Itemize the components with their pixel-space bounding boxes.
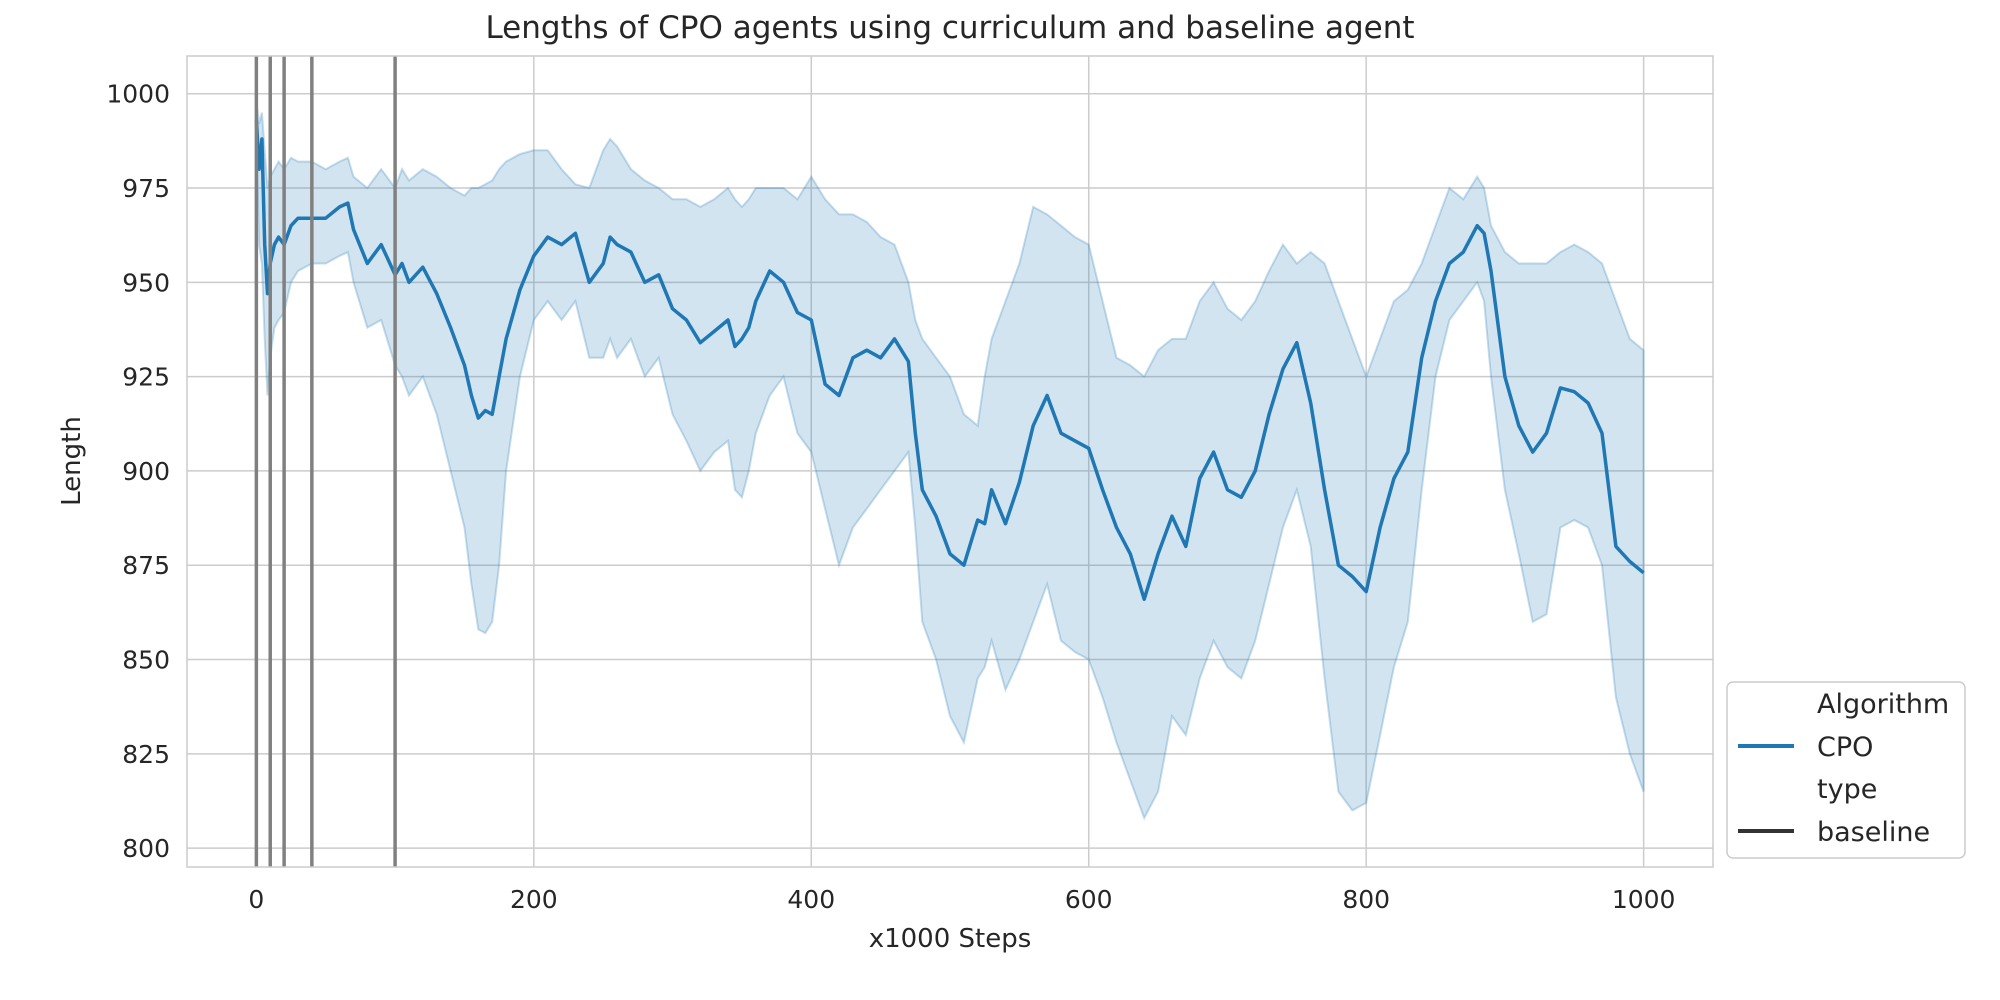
y-tick-label-1000: 1000 [106,80,170,109]
legend-header-algorithm: Algorithm [1817,689,1949,720]
x-tick-label-1000: 1000 [1612,885,1676,914]
series-line-layer [254,120,1645,601]
x-tick-label-600: 600 [1065,885,1113,914]
series-line-cpo [254,120,1645,601]
confidence-band-cpo [255,101,1645,821]
x-tick-label-200: 200 [510,885,558,914]
legend-label-cpo: CPO [1817,732,1873,763]
grid-lines [187,56,1713,867]
legend-box [1726,681,1966,859]
y-tick-label-875: 875 [122,551,170,580]
confidence-band-layer [255,101,1645,821]
y-tick-label-950: 950 [122,268,170,297]
chart-title: Lengths of CPO agents using curriculum a… [485,10,1414,46]
y-tick-label-850: 850 [122,646,170,675]
y-tick-label-825: 825 [122,740,170,769]
x-tick-label-400: 400 [787,885,835,914]
x-tick-label-800: 800 [1342,885,1390,914]
y-axis-ticks: 800 825 850 875 900 925 950 975 1000 [106,80,170,863]
x-axis-ticks: 0 200 400 600 800 1000 [248,885,1675,914]
legend: Algorithm CPO type baseline [1726,681,1966,859]
x-axis-label: x1000 Steps [869,924,1032,954]
y-tick-label-975: 975 [122,174,170,203]
legend-header-type: type [1817,774,1877,805]
y-axis-label: Length [57,416,87,506]
plot-area [187,56,1713,867]
baseline-vertical-lines [254,56,397,867]
y-tick-label-900: 900 [122,457,170,486]
y-tick-label-800: 800 [122,834,170,863]
x-tick-label-0: 0 [248,885,264,914]
plot-frame [186,55,1714,868]
legend-label-baseline: baseline [1817,817,1930,848]
y-tick-label-925: 925 [122,363,170,392]
